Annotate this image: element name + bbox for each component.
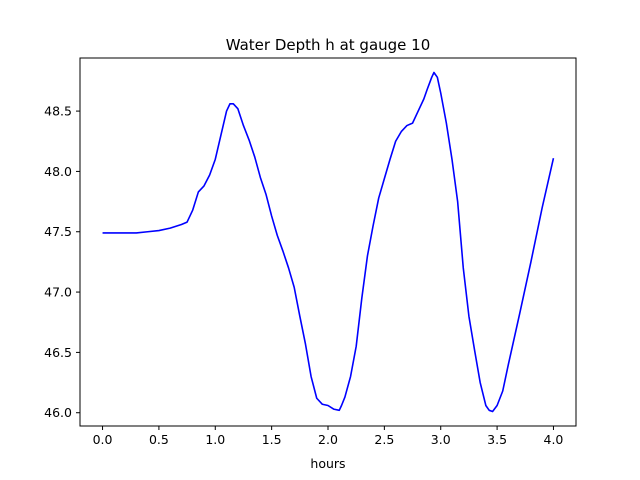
x-tick-label: 3.5 — [487, 432, 507, 447]
x-tick-label: 2.0 — [318, 432, 338, 447]
axes-frame — [79, 57, 577, 427]
y-tick-label: 48.5 — [44, 104, 72, 119]
x-tick-label: 3.0 — [431, 432, 451, 447]
y-tick-label: 46.5 — [44, 345, 72, 360]
y-axis: 46.0 46.5 47.0 47.5 48.0 48.5 — [44, 104, 80, 420]
x-tick-label: 4.0 — [544, 432, 564, 447]
y-tick-label: 46.0 — [44, 405, 72, 420]
y-tick-label: 48.0 — [44, 164, 72, 179]
x-tick-label: 1.0 — [205, 432, 225, 447]
chart-title: Water Depth h at gauge 10 — [226, 36, 431, 54]
series-line-0 — [102, 71, 555, 413]
plot-area — [102, 71, 555, 413]
y-tick-label: 47.0 — [44, 285, 72, 300]
x-axis-label: hours — [310, 456, 345, 471]
x-tick-label: 2.5 — [374, 432, 394, 447]
x-axis: 0.0 0.5 1.0 1.5 2.0 2.5 3.0 3.5 4.0 — [93, 426, 564, 447]
x-tick-label: 0.0 — [93, 432, 113, 447]
x-tick-label: 1.5 — [262, 432, 282, 447]
x-tick-label: 0.5 — [149, 432, 169, 447]
y-tick-label: 47.5 — [44, 224, 72, 239]
